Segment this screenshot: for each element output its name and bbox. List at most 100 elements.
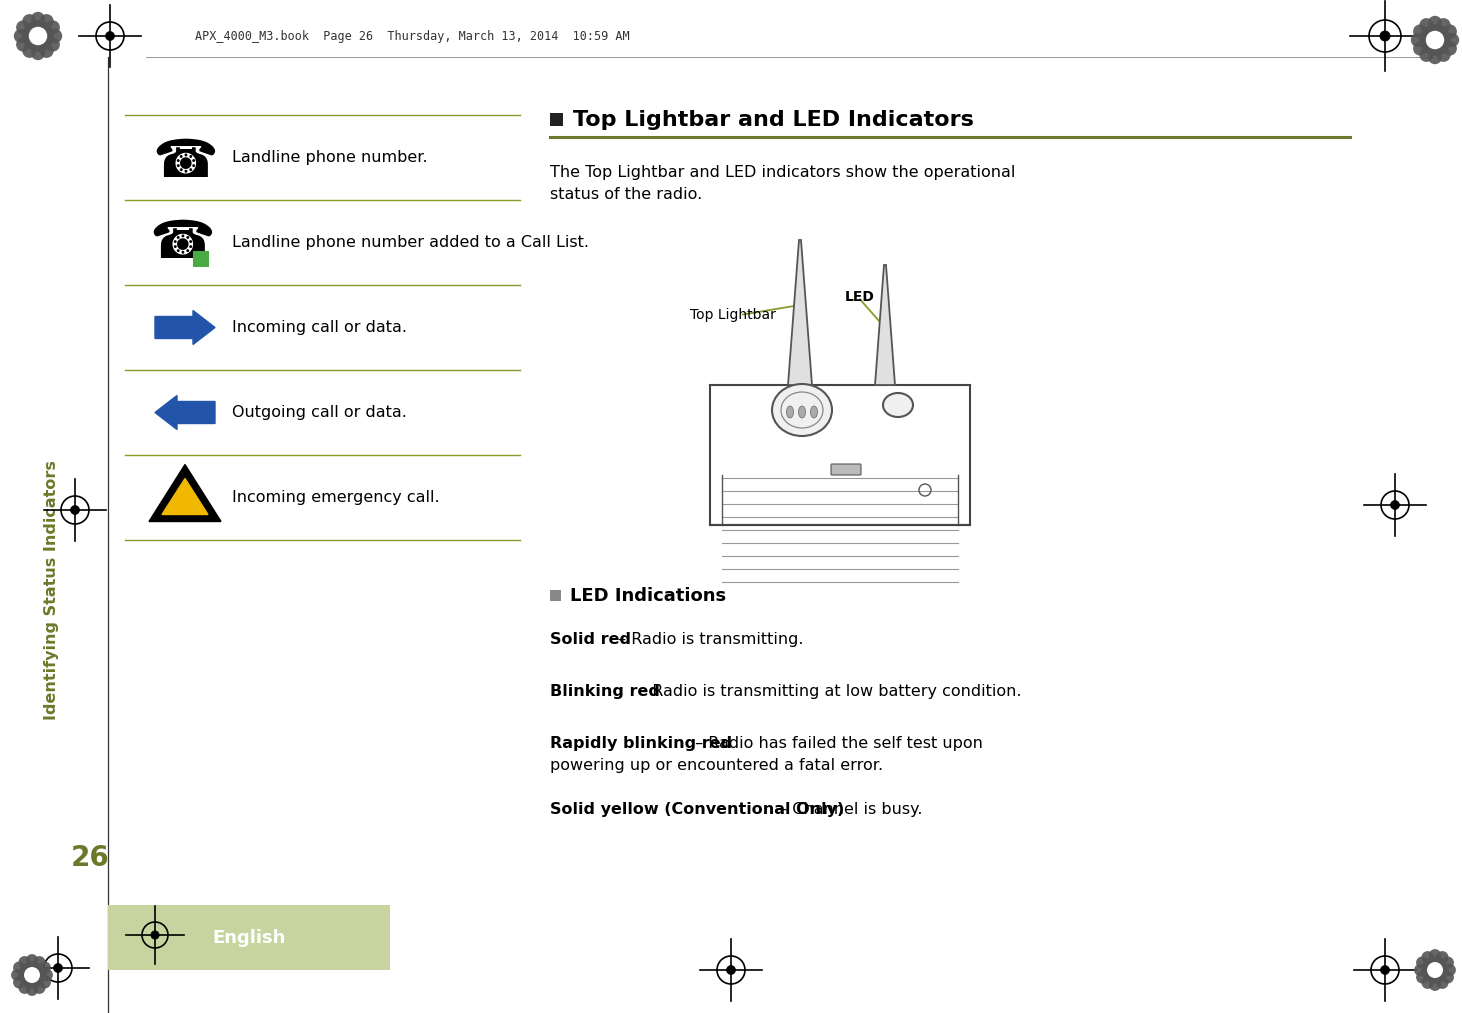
Circle shape (13, 29, 28, 43)
Text: Solid yellow (Conventional Only): Solid yellow (Conventional Only) (550, 802, 844, 817)
Circle shape (26, 954, 38, 966)
Circle shape (39, 977, 51, 989)
Circle shape (151, 931, 159, 939)
Text: LED: LED (845, 290, 874, 304)
FancyArrow shape (155, 311, 215, 344)
Circle shape (1380, 965, 1389, 975)
Circle shape (1428, 16, 1442, 29)
Ellipse shape (787, 406, 794, 418)
Text: Landline phone number.: Landline phone number. (232, 150, 427, 165)
Text: Top Lightbar and LED Indicators: Top Lightbar and LED Indicators (573, 110, 974, 130)
FancyBboxPatch shape (193, 250, 209, 266)
Text: 26: 26 (70, 844, 110, 872)
Text: Incoming emergency call.: Incoming emergency call. (232, 490, 440, 505)
Circle shape (1420, 48, 1433, 62)
Circle shape (1414, 964, 1427, 977)
Circle shape (1420, 18, 1433, 32)
Text: Rapidly blinking red: Rapidly blinking red (550, 736, 732, 751)
Circle shape (1428, 50, 1442, 64)
Ellipse shape (810, 406, 817, 418)
Circle shape (13, 961, 25, 973)
Text: Identifying Status Indicators: Identifying Status Indicators (44, 460, 60, 720)
Text: – Channel is busy.: – Channel is busy. (773, 802, 923, 817)
Circle shape (1421, 956, 1449, 984)
Circle shape (1437, 18, 1450, 32)
Circle shape (1425, 30, 1444, 50)
Text: ☎: ☎ (152, 136, 218, 187)
FancyBboxPatch shape (108, 905, 390, 970)
Circle shape (70, 505, 79, 515)
Circle shape (1444, 33, 1459, 47)
Ellipse shape (772, 384, 832, 436)
Circle shape (12, 968, 23, 981)
Circle shape (26, 984, 38, 996)
Text: Blinking red: Blinking red (550, 684, 659, 699)
Text: APX_4000_M3.book  Page 26  Thursday, March 13, 2014  10:59 AM: APX_4000_M3.book Page 26 Thursday, March… (194, 29, 630, 43)
Circle shape (1436, 951, 1449, 963)
Circle shape (1444, 964, 1456, 977)
Circle shape (22, 20, 54, 52)
Text: – Radio has failed the self test upon: – Radio has failed the self test upon (690, 736, 982, 751)
Ellipse shape (883, 393, 912, 417)
Polygon shape (162, 478, 208, 515)
Circle shape (1421, 977, 1434, 989)
Circle shape (45, 20, 60, 34)
Circle shape (39, 44, 54, 58)
Circle shape (23, 967, 39, 983)
Circle shape (48, 29, 63, 43)
Polygon shape (788, 240, 811, 385)
Circle shape (1437, 48, 1450, 62)
Circle shape (1421, 951, 1434, 963)
Circle shape (34, 982, 45, 994)
Circle shape (1428, 949, 1442, 961)
Text: Outgoing call or data.: Outgoing call or data. (232, 405, 406, 420)
Circle shape (1417, 956, 1428, 968)
Circle shape (34, 956, 45, 968)
Circle shape (1380, 30, 1390, 42)
Text: powering up or encountered a fatal error.: powering up or encountered a fatal error… (550, 758, 883, 773)
Ellipse shape (798, 406, 806, 418)
Polygon shape (149, 465, 221, 522)
Text: Solid red: Solid red (550, 632, 632, 647)
Circle shape (16, 37, 31, 52)
Circle shape (1436, 977, 1449, 989)
Text: – Radio is transmitting.: – Radio is transmitting. (613, 632, 804, 647)
Circle shape (22, 14, 37, 28)
Circle shape (29, 26, 47, 46)
Circle shape (1443, 42, 1458, 56)
FancyArrow shape (155, 395, 215, 430)
Circle shape (19, 956, 31, 968)
Circle shape (41, 968, 53, 981)
Circle shape (727, 965, 735, 975)
Circle shape (1390, 500, 1399, 510)
Circle shape (31, 12, 45, 26)
Circle shape (1442, 971, 1453, 984)
Circle shape (1443, 24, 1458, 38)
FancyBboxPatch shape (550, 113, 563, 126)
Circle shape (13, 977, 25, 989)
Circle shape (1442, 956, 1453, 968)
Circle shape (1427, 962, 1443, 978)
Circle shape (16, 20, 31, 34)
Circle shape (19, 961, 45, 989)
Circle shape (54, 963, 63, 972)
Text: Incoming call or data.: Incoming call or data. (232, 320, 406, 335)
Text: Landline phone number added to a Call List.: Landline phone number added to a Call Li… (232, 235, 589, 250)
Circle shape (1428, 979, 1442, 991)
Circle shape (1414, 42, 1427, 56)
Text: ☎: ☎ (149, 217, 215, 268)
Circle shape (39, 14, 54, 28)
Circle shape (45, 37, 60, 52)
Circle shape (39, 961, 51, 973)
Circle shape (19, 982, 31, 994)
Text: LED Indications: LED Indications (570, 587, 727, 605)
FancyBboxPatch shape (550, 590, 561, 601)
Text: – Radio is transmitting at low battery condition.: – Radio is transmitting at low battery c… (635, 684, 1022, 699)
Circle shape (1411, 33, 1425, 47)
Text: English: English (212, 929, 285, 947)
Text: Top Lightbar: Top Lightbar (690, 308, 776, 322)
FancyBboxPatch shape (830, 464, 861, 475)
Circle shape (1414, 24, 1427, 38)
Circle shape (1420, 24, 1450, 56)
Circle shape (1417, 971, 1428, 984)
